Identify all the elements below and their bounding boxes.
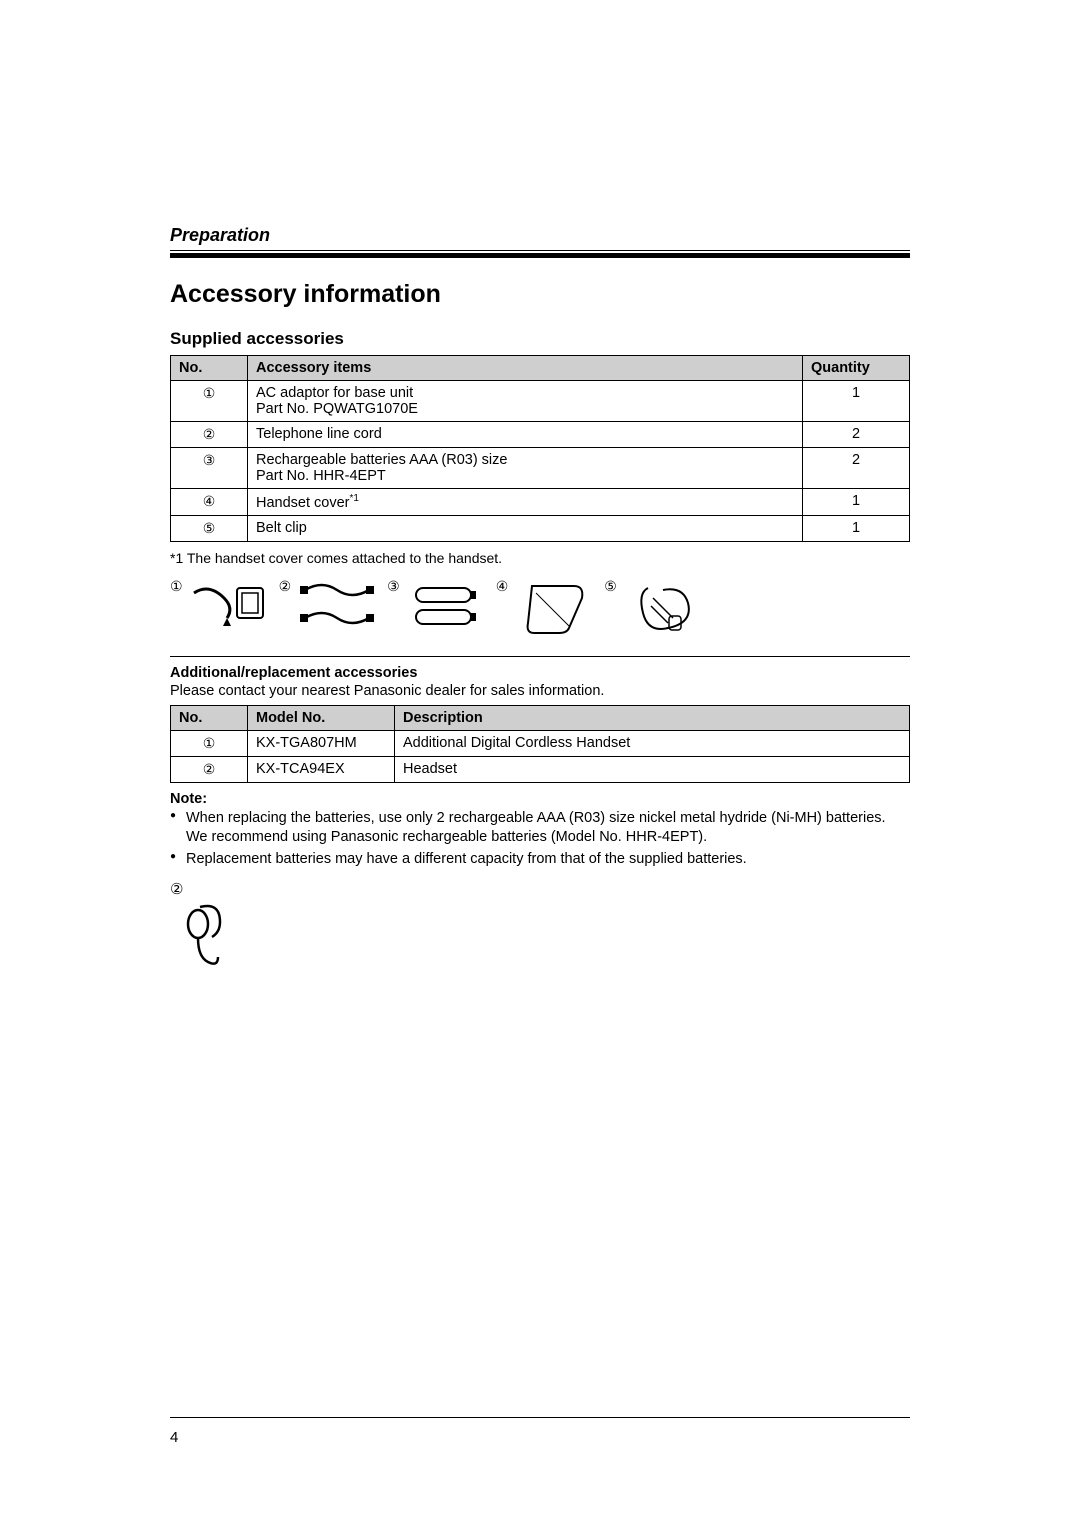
clip-icon	[623, 578, 703, 638]
document-page: Preparation Accessory information Suppli…	[0, 0, 1080, 1042]
headset-icon	[170, 902, 240, 977]
row-desc: Headset	[395, 756, 910, 782]
section-underline	[170, 250, 910, 251]
bottom-rule	[170, 1417, 910, 1418]
row-no: ①	[203, 735, 216, 752]
illus-label: ⑤	[604, 578, 617, 595]
divider	[170, 656, 910, 657]
row-qty: 1	[803, 515, 910, 541]
row-model: KX-TGA807HM	[248, 730, 395, 756]
illus-item-4: ④	[496, 578, 595, 638]
battery-icon	[406, 578, 486, 638]
supplied-heading: Supplied accessories	[170, 329, 910, 349]
additional-heading: Additional/replacement accessories	[170, 665, 910, 681]
illus-item-2: ②	[279, 578, 378, 638]
row-qty: 1	[803, 381, 910, 422]
row-no: ③	[203, 452, 216, 469]
footnote: *1 The handset cover comes attached to t…	[170, 550, 910, 566]
th-qty: Quantity	[803, 356, 910, 381]
row-item: Telephone line cord	[248, 422, 803, 448]
table-row: ② KX-TCA94EX Headset	[171, 756, 910, 782]
illus-label: ②	[279, 578, 292, 595]
illus-item-3: ③	[387, 578, 486, 638]
additional-table: No. Model No. Description ① KX-TGA807HM …	[170, 705, 910, 783]
illus-label: ③	[387, 578, 400, 595]
note-item: Replacement batteries may have a differe…	[170, 850, 910, 870]
lower-illustration: ②	[170, 880, 910, 982]
row-item: AC adaptor for base unitPart No. PQWATG1…	[248, 381, 803, 422]
cover-icon	[514, 578, 594, 638]
illus-label: ④	[496, 578, 509, 595]
note-label: Note:	[170, 791, 910, 807]
row-no: ①	[203, 385, 216, 402]
cord-icon	[297, 578, 377, 638]
row-no: ④	[203, 493, 216, 510]
illus-label: ①	[170, 578, 183, 595]
table-row: ⑤ Belt clip 1	[171, 515, 910, 541]
th-items: Accessory items	[248, 356, 803, 381]
row-no: ⑤	[203, 520, 216, 537]
row-qty: 1	[803, 489, 910, 516]
section-bar	[170, 253, 910, 258]
row-qty: 2	[803, 422, 910, 448]
table-row: ① AC adaptor for base unitPart No. PQWAT…	[171, 381, 910, 422]
adaptor-icon	[189, 578, 269, 638]
row-model: KX-TCA94EX	[248, 756, 395, 782]
table-row: ② Telephone line cord 2	[171, 422, 910, 448]
page-number: 4	[170, 1429, 178, 1446]
th-model: Model No.	[248, 705, 395, 730]
main-heading: Accessory information	[170, 280, 910, 309]
section-label: Preparation	[170, 225, 910, 246]
illus-item-1: ①	[170, 578, 269, 638]
row-desc: Additional Digital Cordless Handset	[395, 730, 910, 756]
illus-item-5: ⑤	[604, 578, 703, 638]
note-item: When replacing the batteries, use only 2…	[170, 809, 910, 848]
additional-text: Please contact your nearest Panasonic de…	[170, 683, 910, 699]
row-item: Belt clip	[248, 515, 803, 541]
lower-illus-label: ②	[170, 880, 910, 898]
row-no: ②	[203, 761, 216, 778]
table-row: ④ Handset cover*1 1	[171, 489, 910, 516]
note-list: When replacing the batteries, use only 2…	[170, 809, 910, 870]
th-desc: Description	[395, 705, 910, 730]
row-no: ②	[203, 426, 216, 443]
th-no: No.	[171, 705, 248, 730]
th-no: No.	[171, 356, 248, 381]
row-item: Handset cover*1	[248, 489, 803, 516]
supplied-table: No. Accessory items Quantity ① AC adapto…	[170, 355, 910, 542]
table-row: ① KX-TGA807HM Additional Digital Cordles…	[171, 730, 910, 756]
row-qty: 2	[803, 448, 910, 489]
row-item: Rechargeable batteries AAA (R03) sizePar…	[248, 448, 803, 489]
illustration-row: ① ② ③	[170, 578, 910, 638]
table-row: ③ Rechargeable batteries AAA (R03) sizeP…	[171, 448, 910, 489]
